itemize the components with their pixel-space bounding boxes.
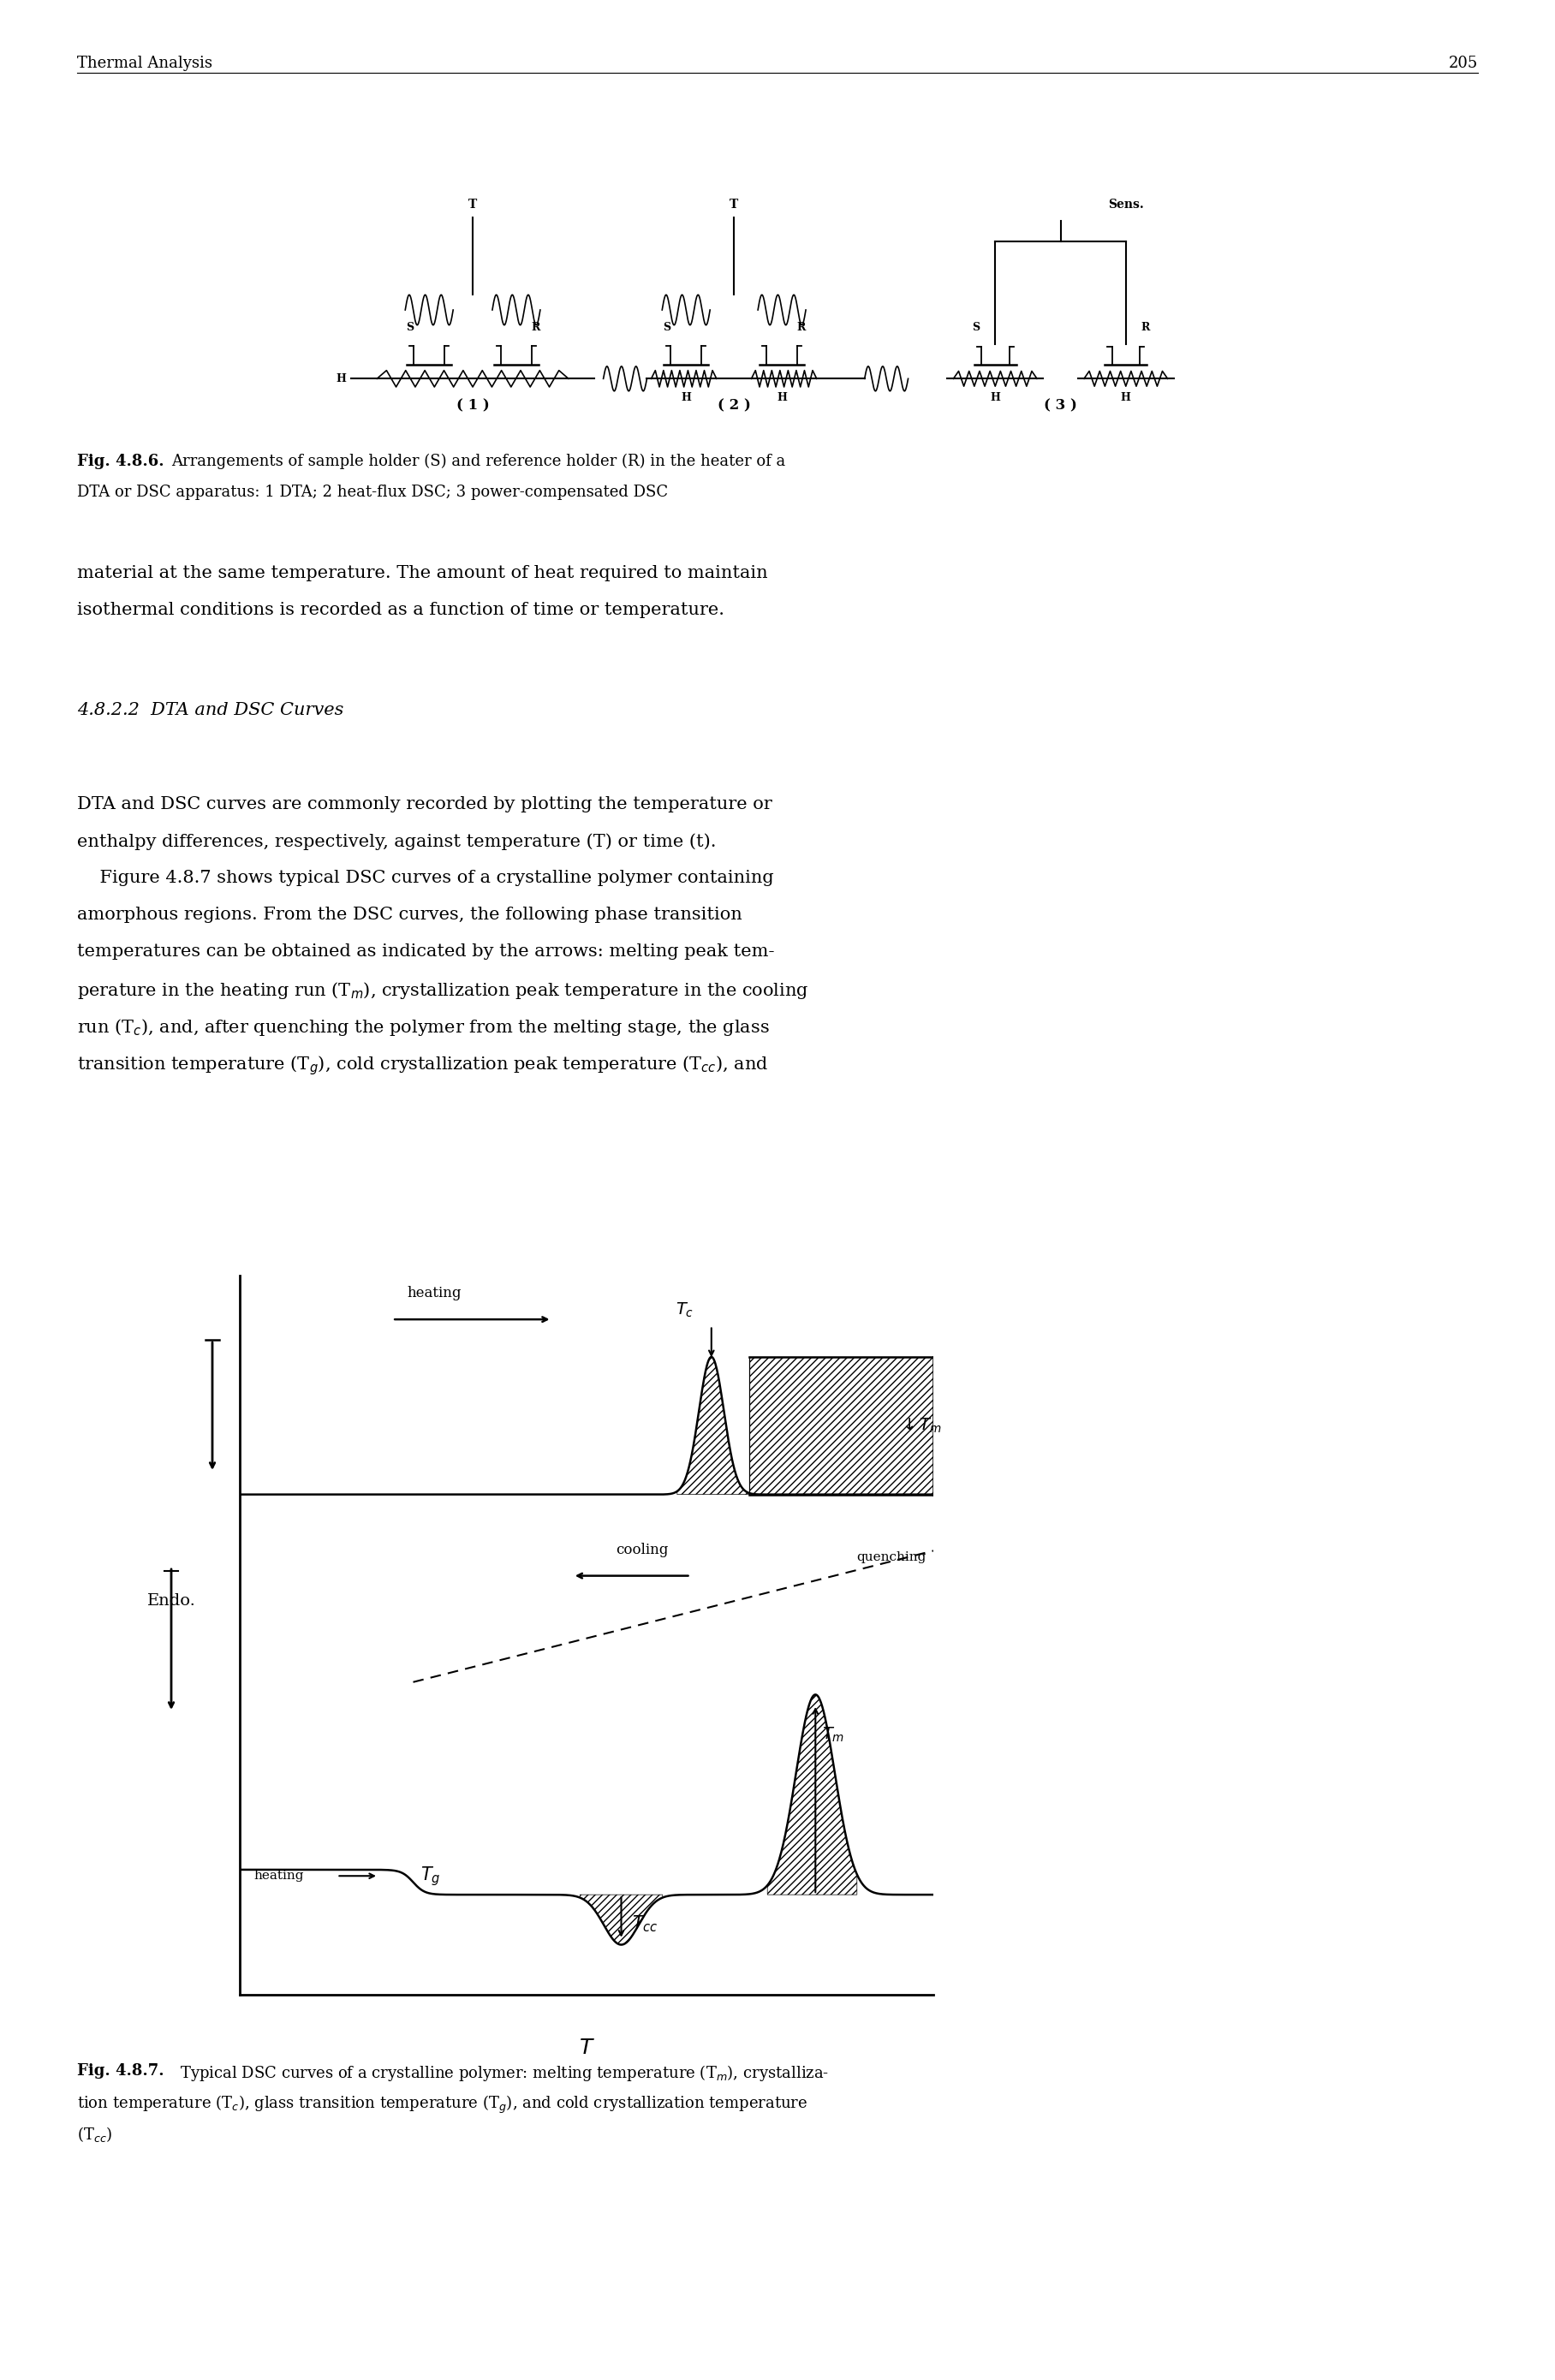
Text: Sens.: Sens.	[1109, 198, 1143, 209]
Text: S: S	[662, 321, 670, 333]
Text: transition temperature (T$_g$), cold crystallization peak temperature (T$_{cc}$): transition temperature (T$_g$), cold cry…	[78, 1054, 768, 1076]
Text: amorphous regions. From the DSC curves, the following phase transition: amorphous regions. From the DSC curves, …	[78, 907, 742, 923]
Text: H: H	[336, 374, 347, 383]
Text: T: T	[729, 198, 739, 209]
Text: temperatures can be obtained as indicated by the arrows: melting peak tem-: temperatures can be obtained as indicate…	[78, 942, 774, 959]
Polygon shape	[676, 1357, 750, 1495]
Text: DTA or DSC apparatus: 1 DTA; 2 heat-flux DSC; 3 power-compensated DSC: DTA or DSC apparatus: 1 DTA; 2 heat-flux…	[78, 486, 669, 500]
Text: Arrangements of sample holder (S) and reference holder (R) in the heater of a: Arrangements of sample holder (S) and re…	[171, 455, 785, 469]
Text: R: R	[796, 321, 805, 333]
Text: DTA and DSC curves are commonly recorded by plotting the temperature or: DTA and DSC curves are commonly recorded…	[78, 797, 773, 812]
Text: $\downarrow T_m$: $\downarrow T_m$	[899, 1416, 942, 1435]
Text: 205: 205	[1449, 55, 1477, 71]
Text: ( 1 ): ( 1 )	[456, 397, 490, 414]
Text: $T_{cc}$: $T_{cc}$	[631, 1914, 658, 1933]
Text: heating: heating	[407, 1285, 462, 1299]
Text: ( 3 ): ( 3 )	[1043, 397, 1078, 414]
Text: S: S	[406, 321, 414, 333]
Text: Fig. 4.8.7.: Fig. 4.8.7.	[78, 2063, 165, 2078]
Text: (T$_{cc}$): (T$_{cc}$)	[78, 2125, 112, 2144]
Text: isothermal conditions is recorded as a function of time or temperature.: isothermal conditions is recorded as a f…	[78, 602, 725, 619]
Polygon shape	[768, 1695, 857, 1894]
Text: H: H	[778, 393, 787, 402]
Text: $T_m$: $T_m$	[823, 1726, 844, 1745]
Text: Endo.: Endo.	[146, 1592, 196, 1609]
Text: heating: heating	[253, 1871, 303, 1883]
Text: S: S	[972, 321, 980, 333]
Polygon shape	[580, 1894, 662, 1944]
Text: Fig. 4.8.6.: Fig. 4.8.6.	[78, 455, 165, 469]
Text: H: H	[991, 393, 1000, 402]
Text: material at the same temperature. The amount of heat required to maintain: material at the same temperature. The am…	[78, 564, 768, 581]
Text: quenching: quenching	[857, 1552, 927, 1564]
Text: $T$: $T$	[578, 2040, 594, 2059]
Text: enthalpy differences, respectively, against temperature (T) or time (t).: enthalpy differences, respectively, agai…	[78, 833, 717, 850]
Text: H: H	[681, 393, 690, 402]
Text: R: R	[1140, 321, 1149, 333]
Text: H: H	[1121, 393, 1130, 402]
Text: run (T$_c$), and, after quenching the polymer from the melting stage, the glass: run (T$_c$), and, after quenching the po…	[78, 1016, 770, 1038]
Polygon shape	[750, 1357, 933, 1495]
Text: R: R	[530, 321, 540, 333]
Text: $T_c$: $T_c$	[676, 1302, 694, 1319]
Text: Typical DSC curves of a crystalline polymer: melting temperature (T$_m$), crysta: Typical DSC curves of a crystalline poly…	[180, 2063, 829, 2082]
Text: Thermal Analysis: Thermal Analysis	[78, 55, 213, 71]
Text: $T_g$: $T_g$	[420, 1864, 440, 1887]
Text: cooling: cooling	[616, 1542, 669, 1557]
Text: tion temperature (T$_c$), glass transition temperature (T$_g$), and cold crystal: tion temperature (T$_c$), glass transiti…	[78, 2094, 807, 2116]
Text: Figure 4.8.7 shows typical DSC curves of a crystalline polymer containing: Figure 4.8.7 shows typical DSC curves of…	[78, 869, 774, 885]
Text: ( 2 ): ( 2 )	[717, 397, 751, 414]
Text: perature in the heating run (T$_m$), crystallization peak temperature in the coo: perature in the heating run (T$_m$), cry…	[78, 981, 809, 1002]
Text: T: T	[468, 198, 477, 209]
Text: 4.8.2.2  DTA and DSC Curves: 4.8.2.2 DTA and DSC Curves	[78, 702, 344, 719]
